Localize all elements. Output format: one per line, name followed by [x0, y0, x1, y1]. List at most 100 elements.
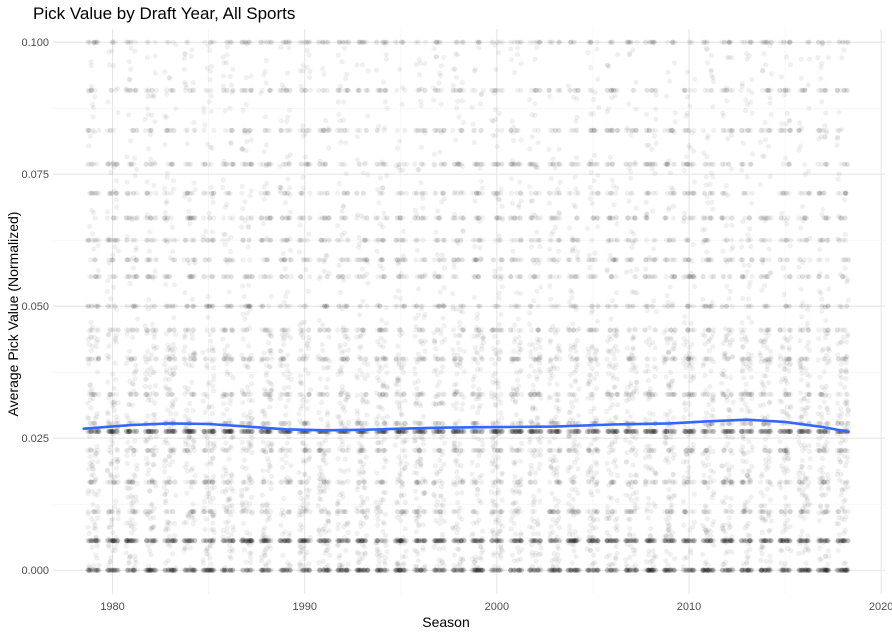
data-point — [345, 419, 351, 425]
data-point — [242, 199, 248, 205]
data-point — [91, 39, 97, 45]
data-point — [336, 111, 342, 117]
data-point — [325, 125, 331, 131]
data-point — [143, 391, 149, 397]
data-point — [112, 274, 119, 280]
data-point — [321, 457, 327, 463]
data-point — [280, 250, 286, 257]
data-point — [281, 495, 287, 502]
data-point — [114, 465, 120, 471]
data-point — [165, 127, 171, 133]
data-point — [89, 538, 95, 544]
data-point — [316, 190, 322, 196]
data-point — [337, 161, 343, 167]
data-point — [89, 237, 96, 243]
data-point — [88, 538, 95, 544]
data-point — [247, 257, 253, 263]
data-point — [88, 334, 95, 340]
data-point — [88, 538, 94, 544]
data-point — [123, 360, 129, 367]
data-point — [153, 215, 159, 221]
data-point — [143, 376, 149, 382]
data-point — [341, 190, 347, 196]
data-point — [133, 391, 139, 397]
data-point — [227, 105, 233, 111]
data-point — [380, 79, 387, 85]
data-point — [92, 94, 98, 100]
data-point — [91, 538, 97, 544]
data-point — [383, 304, 389, 311]
data-point — [162, 458, 168, 464]
data-point — [383, 458, 389, 464]
data-point — [227, 543, 233, 549]
data-point — [94, 492, 100, 498]
data-point — [86, 567, 92, 573]
data-point — [260, 468, 266, 474]
data-point — [381, 274, 387, 280]
data-point — [286, 533, 292, 539]
data-point — [373, 67, 379, 73]
data-point — [317, 531, 323, 538]
data-point — [163, 200, 169, 206]
data-point — [283, 127, 289, 133]
data-point — [184, 538, 190, 544]
data-point — [229, 89, 235, 95]
data-point — [163, 114, 169, 120]
data-point — [124, 520, 130, 526]
data-point — [297, 567, 303, 573]
data-point — [153, 356, 159, 362]
data-point — [182, 544, 188, 550]
data-point — [392, 442, 398, 448]
data-point — [85, 491, 91, 497]
data-point — [87, 382, 93, 388]
data-point — [302, 367, 308, 373]
data-point — [360, 509, 366, 515]
data-point — [343, 396, 349, 402]
data-point — [305, 327, 311, 333]
data-point — [228, 234, 234, 241]
data-point — [182, 334, 188, 341]
data-point — [300, 127, 306, 133]
data-point — [166, 356, 172, 362]
data-point — [190, 303, 197, 309]
data-point — [307, 215, 313, 221]
data-point — [128, 391, 134, 397]
data-point — [340, 204, 346, 210]
data-point — [96, 274, 102, 280]
data-point — [261, 149, 267, 155]
data-point — [375, 186, 381, 193]
data-point — [229, 356, 236, 362]
data-point — [134, 215, 140, 221]
data-point — [190, 428, 196, 434]
data-point — [151, 514, 157, 521]
data-point — [169, 224, 175, 230]
data-point — [285, 70, 291, 76]
data-point — [239, 502, 245, 508]
data-point — [280, 39, 286, 45]
data-point — [200, 557, 206, 563]
data-point — [298, 347, 304, 353]
data-point — [147, 372, 153, 378]
data-point — [259, 303, 265, 309]
data-point — [147, 257, 153, 263]
data-point — [220, 73, 227, 79]
data-point — [260, 237, 266, 243]
data-point — [187, 433, 193, 439]
data-point — [87, 420, 93, 426]
data-point — [162, 141, 168, 148]
data-point — [278, 185, 284, 191]
data-point — [86, 39, 92, 45]
data-point — [381, 436, 387, 443]
data-point — [359, 551, 365, 557]
data-point — [90, 104, 96, 111]
data-point — [262, 127, 268, 133]
data-point — [125, 190, 131, 196]
data-point — [161, 463, 168, 469]
data-point — [248, 188, 254, 194]
data-point — [354, 487, 360, 493]
data-point — [124, 428, 130, 434]
data-point — [143, 237, 149, 243]
data-point — [323, 547, 329, 553]
data-point — [113, 498, 119, 504]
data-point — [220, 274, 226, 280]
